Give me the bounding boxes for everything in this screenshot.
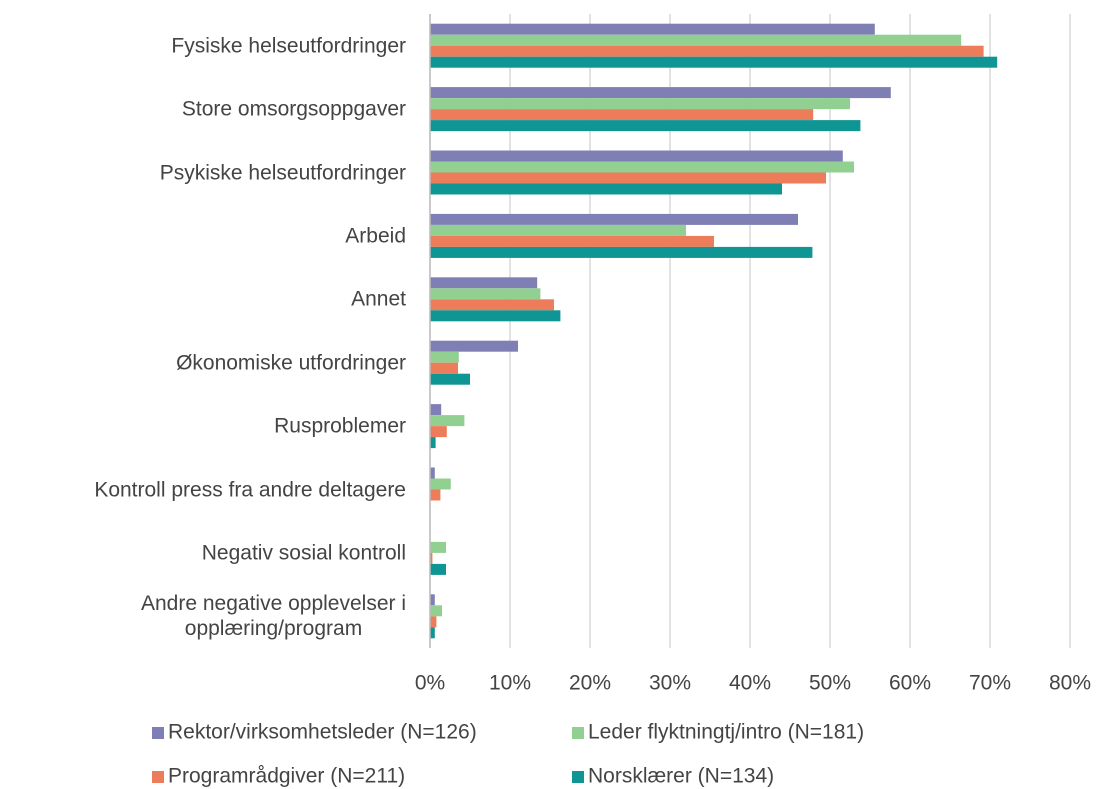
- bar: [430, 98, 850, 110]
- bar: [430, 467, 435, 479]
- x-tick-label: 50%: [809, 672, 851, 695]
- bar: [430, 627, 435, 639]
- bar: [430, 161, 854, 173]
- legend-label: Norsklærer (N=134): [588, 765, 774, 788]
- bar: [430, 45, 984, 57]
- bar: [430, 351, 459, 363]
- bar: [430, 415, 465, 427]
- bar: [430, 478, 451, 490]
- bar: [430, 310, 561, 322]
- bar: [430, 616, 437, 628]
- bar: [430, 605, 442, 617]
- bar: [430, 437, 436, 449]
- bar: [430, 213, 798, 225]
- y-tick-label: Rusproblemer: [274, 414, 406, 438]
- y-tick-label: Fysiske helseutfordringer: [171, 34, 406, 58]
- legend-swatch: [572, 771, 584, 783]
- bar: [430, 183, 782, 195]
- bar: [430, 552, 433, 564]
- bar: [430, 172, 826, 184]
- legend-swatch: [152, 727, 164, 739]
- bar: [430, 235, 714, 247]
- bar: [430, 563, 446, 575]
- bar: [430, 224, 686, 236]
- x-tick-label: 40%: [729, 672, 771, 695]
- y-tick-label: Kontroll press fra andre deltagere: [94, 478, 406, 501]
- x-tick-label: 80%: [1049, 672, 1091, 695]
- bar: [430, 340, 518, 352]
- bar: [430, 87, 891, 99]
- bar: [430, 150, 843, 162]
- bar: [430, 109, 814, 121]
- bar: [430, 426, 447, 438]
- y-tick-label: Psykiske helseutfordringer: [159, 161, 406, 184]
- x-tick-label: 0%: [415, 672, 445, 695]
- x-tick-label: 60%: [889, 672, 931, 695]
- bar: [430, 594, 435, 606]
- x-tick-label: 20%: [569, 672, 611, 695]
- bar: [430, 489, 441, 501]
- legend-label: Programrådgiver (N=211): [168, 765, 405, 788]
- y-tick-label: Store omsorgsoppgaver: [181, 97, 406, 121]
- y-tick-label: Annet: [351, 287, 406, 311]
- bar: [430, 373, 470, 385]
- bar: [430, 120, 861, 132]
- y-tick-label: Arbeid: [345, 224, 406, 248]
- legend-label: Rektor/virksomhetsleder (N=126): [168, 721, 477, 744]
- bar: [430, 56, 998, 68]
- bar: [430, 299, 554, 311]
- bar: [430, 277, 538, 289]
- bar: [430, 246, 813, 258]
- legend-label: Leder flyktningtj/intro (N=181): [588, 721, 864, 744]
- bar: [430, 404, 442, 416]
- y-tick-label: Økonomiske utfordringer: [176, 351, 406, 375]
- bar: [430, 23, 875, 35]
- bar: [430, 541, 446, 553]
- y-tick-label: Negativ sosial kontroll: [201, 541, 406, 565]
- legend-swatch: [152, 771, 164, 783]
- x-tick-label: 10%: [489, 672, 531, 695]
- x-tick-label: 70%: [969, 672, 1011, 695]
- y-tick-label: Andre negative opplevelser i opplæring/p…: [140, 592, 406, 641]
- x-tick-label: 30%: [649, 672, 691, 695]
- bar: [430, 288, 541, 300]
- bar: [430, 362, 458, 374]
- legend-swatch: [572, 727, 584, 739]
- bar: [430, 34, 962, 46]
